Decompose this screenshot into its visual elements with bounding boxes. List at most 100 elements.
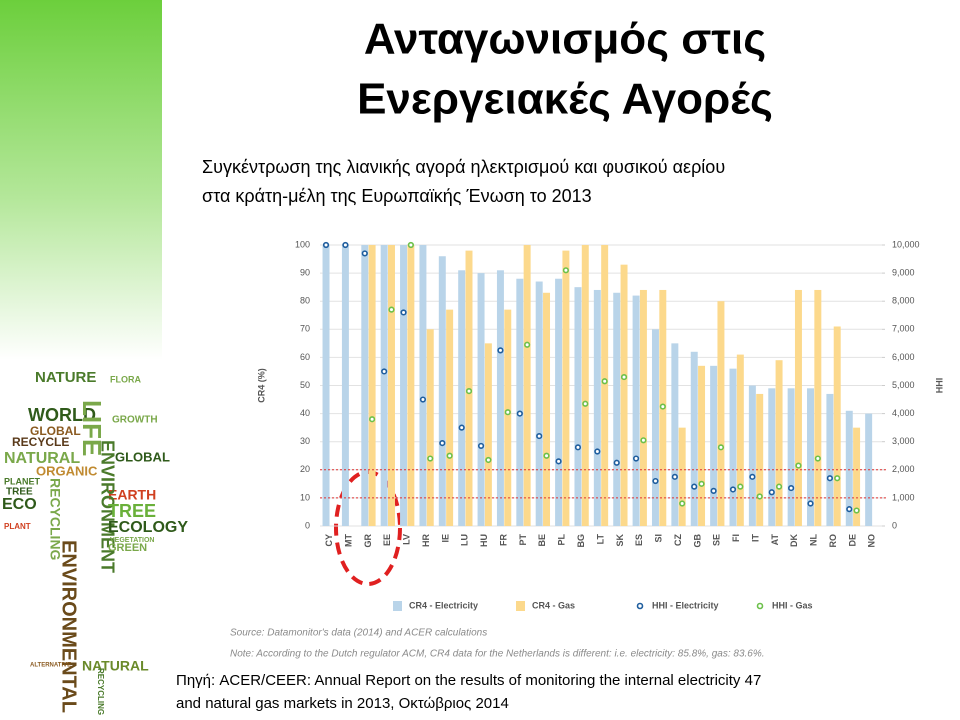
word: RECYCLE: [12, 435, 69, 449]
x-tick-label: DK: [789, 534, 799, 547]
bar: [535, 281, 543, 526]
bar: [853, 427, 861, 526]
bar: [787, 388, 795, 526]
bar: [361, 245, 369, 526]
dot: [419, 396, 427, 403]
y-tick-label: 40: [300, 408, 310, 418]
legend-swatch: [636, 602, 644, 610]
word: VEGETATION: [110, 537, 154, 544]
x-tick-label: IE: [440, 534, 450, 543]
bar: [651, 329, 659, 526]
y-tick-label: 70: [300, 324, 310, 334]
legend-label: CR4 - Electricity: [409, 600, 478, 610]
y-tick-label: 90: [300, 267, 310, 277]
y-tick-label: 0: [305, 520, 310, 530]
y2-tick-label: 4,000: [892, 408, 915, 418]
bar: [419, 245, 427, 526]
dot: [536, 432, 543, 440]
legend-swatch: [516, 601, 525, 611]
source-note: Source: Datamonitor's data (2014) and AC…: [230, 628, 487, 639]
x-tick-label: CZ: [673, 534, 683, 546]
word: RECYCLING: [47, 478, 63, 561]
dot: [834, 475, 841, 482]
bar: [748, 385, 756, 526]
bar: [620, 264, 628, 526]
dot: [342, 241, 349, 249]
word-cloud: NATURE WORLD GLOBAL RECYCLE NATURAL ORGA…: [2, 369, 188, 715]
word: FLORA: [110, 374, 141, 384]
x-tick-label: PT: [518, 534, 528, 546]
dot: [543, 452, 550, 459]
word: PLANET: [4, 476, 41, 486]
bar: [690, 351, 698, 526]
dot: [485, 456, 492, 464]
y2-axis-title: HHI: [934, 378, 944, 394]
dot: [717, 444, 725, 451]
word: GROWTH: [112, 415, 158, 426]
bar: [671, 343, 679, 526]
dot: [659, 403, 666, 410]
dot: [582, 400, 589, 407]
bar: [807, 388, 814, 526]
bar: [368, 245, 376, 526]
word: LIFE: [77, 400, 107, 456]
dot: [613, 459, 620, 466]
dot: [388, 306, 395, 313]
y2-tick-label: 10,000: [892, 239, 920, 249]
x-tick-label: RO: [828, 534, 838, 548]
bar: [438, 256, 446, 526]
bar: [632, 295, 640, 526]
y-tick-label: 100: [295, 239, 310, 249]
dot: [446, 452, 453, 459]
bar: [477, 273, 485, 526]
bar: [768, 388, 776, 526]
bar: [717, 301, 725, 526]
dot: [504, 409, 511, 416]
bar: [562, 250, 570, 526]
word: ENVIRONMENT: [97, 440, 117, 573]
bar: [581, 245, 589, 526]
dot: [775, 483, 783, 490]
dot: [458, 424, 465, 431]
dot: [691, 483, 698, 490]
y2-tick-label: 5,000: [892, 380, 915, 390]
x-tick-label: BG: [576, 534, 586, 548]
x-tick-label: SE: [712, 534, 722, 546]
x-tick-label: NO: [867, 534, 877, 548]
x-tick-label: CY: [324, 534, 334, 547]
dot: [710, 487, 717, 494]
bar: [593, 289, 601, 526]
dot: [846, 506, 853, 513]
y-tick-label: 80: [300, 296, 310, 306]
dot: [524, 341, 531, 348]
bar: [814, 289, 822, 526]
bar: [775, 360, 783, 526]
bar: [523, 245, 531, 526]
bar: [484, 343, 492, 526]
dot: [477, 442, 485, 450]
x-tick-label: ES: [634, 534, 644, 546]
bar: [504, 309, 512, 526]
word: ORGANIC: [36, 463, 98, 478]
bar: [574, 287, 582, 526]
title: Ανταγωνισμός στις: [364, 15, 766, 64]
bar: [678, 427, 686, 526]
dot: [439, 440, 446, 447]
dot: [555, 458, 562, 465]
bar: [516, 278, 524, 526]
x-tick-label: AT: [770, 534, 780, 546]
bar: [756, 393, 764, 526]
dot: [853, 507, 860, 514]
y2-tick-label: 2,000: [892, 464, 915, 474]
bar: [446, 309, 454, 526]
dot: [698, 480, 705, 487]
y2-tick-label: 3,000: [892, 436, 915, 446]
x-tick-label: GB: [692, 533, 702, 547]
word: ENVIRONMENTAL: [58, 540, 80, 713]
bar: [496, 270, 504, 526]
word: GREEN: [108, 542, 147, 554]
word: ALTERNATIVE: [30, 663, 71, 669]
y2-tick-label: 0: [892, 520, 897, 530]
y2-tick-label: 6,000: [892, 352, 915, 362]
word: TREE: [6, 487, 33, 498]
